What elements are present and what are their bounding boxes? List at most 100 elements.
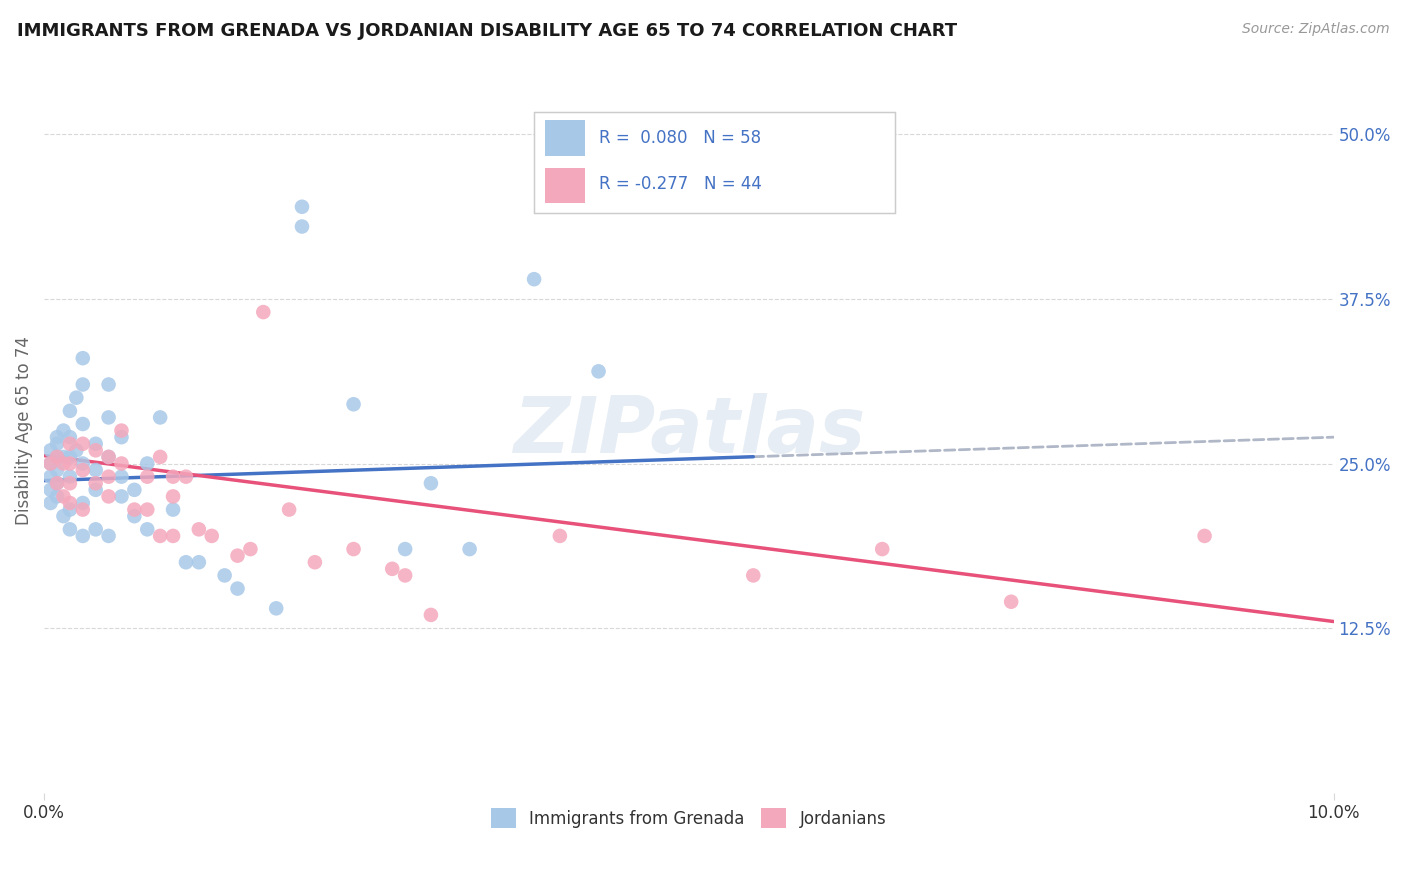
Point xyxy=(84,522,107,536)
Point xyxy=(59,476,82,491)
Point xyxy=(419,476,441,491)
Point xyxy=(136,522,159,536)
Point xyxy=(97,377,120,392)
Point xyxy=(124,509,146,524)
Point xyxy=(742,568,765,582)
Point xyxy=(59,404,82,418)
Point xyxy=(342,397,364,411)
Point xyxy=(46,436,69,450)
Point xyxy=(39,457,62,471)
Point xyxy=(72,377,94,392)
Point xyxy=(548,529,571,543)
Point xyxy=(162,502,184,516)
Point xyxy=(291,200,314,214)
Text: ZIPatlas: ZIPatlas xyxy=(513,392,865,468)
Point xyxy=(39,496,62,510)
Point xyxy=(162,490,184,504)
Point xyxy=(52,509,75,524)
Point xyxy=(84,436,107,450)
Point xyxy=(264,601,287,615)
Legend: Immigrants from Grenada, Jordanians: Immigrants from Grenada, Jordanians xyxy=(485,801,893,835)
Point xyxy=(39,443,62,458)
Point xyxy=(72,502,94,516)
Point xyxy=(46,476,69,491)
Point xyxy=(97,450,120,464)
Point xyxy=(226,582,249,596)
Point xyxy=(136,457,159,471)
Point xyxy=(39,457,62,471)
Point xyxy=(214,568,236,582)
Point xyxy=(52,450,75,464)
Point xyxy=(149,529,172,543)
Point xyxy=(110,490,132,504)
Point xyxy=(72,417,94,431)
Point xyxy=(52,457,75,471)
Point xyxy=(84,463,107,477)
Point xyxy=(304,555,326,569)
Point xyxy=(342,542,364,557)
Point xyxy=(187,555,209,569)
Point xyxy=(97,469,120,483)
Point xyxy=(46,476,69,491)
Point xyxy=(59,430,82,444)
Point xyxy=(84,483,107,497)
Point xyxy=(149,450,172,464)
Point xyxy=(59,469,82,483)
Point xyxy=(97,529,120,543)
Point xyxy=(97,410,120,425)
Point xyxy=(226,549,249,563)
Point xyxy=(162,529,184,543)
Point xyxy=(278,502,301,516)
Point xyxy=(72,436,94,450)
Point xyxy=(72,351,94,366)
Point xyxy=(46,463,69,477)
Point xyxy=(72,457,94,471)
Point xyxy=(1194,529,1216,543)
Point xyxy=(46,450,69,464)
Point xyxy=(523,272,546,286)
Point xyxy=(136,469,159,483)
Point xyxy=(588,364,610,378)
Point xyxy=(39,483,62,497)
Point xyxy=(291,219,314,234)
Point xyxy=(84,443,107,458)
Point xyxy=(201,529,224,543)
Point xyxy=(110,469,132,483)
Point xyxy=(59,496,82,510)
Point xyxy=(59,522,82,536)
Point xyxy=(870,542,893,557)
Point xyxy=(59,457,82,471)
Text: Source: ZipAtlas.com: Source: ZipAtlas.com xyxy=(1241,22,1389,37)
Point xyxy=(65,391,87,405)
Point xyxy=(124,483,146,497)
Point xyxy=(110,424,132,438)
Point xyxy=(239,542,262,557)
Point xyxy=(419,607,441,622)
Point xyxy=(72,529,94,543)
Point xyxy=(84,476,107,491)
Point xyxy=(252,305,274,319)
Point xyxy=(59,450,82,464)
Point xyxy=(65,443,87,458)
Point xyxy=(52,490,75,504)
Y-axis label: Disability Age 65 to 74: Disability Age 65 to 74 xyxy=(15,336,32,525)
Point xyxy=(187,522,209,536)
Point xyxy=(52,424,75,438)
Point xyxy=(162,469,184,483)
Point xyxy=(46,430,69,444)
Point xyxy=(46,450,69,464)
Point xyxy=(59,436,82,450)
Point xyxy=(124,502,146,516)
Point xyxy=(97,490,120,504)
Point xyxy=(46,490,69,504)
Point xyxy=(110,457,132,471)
Point xyxy=(174,555,197,569)
Point xyxy=(458,542,481,557)
Point xyxy=(381,562,404,576)
Point xyxy=(394,568,416,582)
Text: IMMIGRANTS FROM GRENADA VS JORDANIAN DISABILITY AGE 65 TO 74 CORRELATION CHART: IMMIGRANTS FROM GRENADA VS JORDANIAN DIS… xyxy=(17,22,957,40)
Point xyxy=(394,542,416,557)
Point xyxy=(97,450,120,464)
Point xyxy=(149,410,172,425)
Point xyxy=(59,502,82,516)
